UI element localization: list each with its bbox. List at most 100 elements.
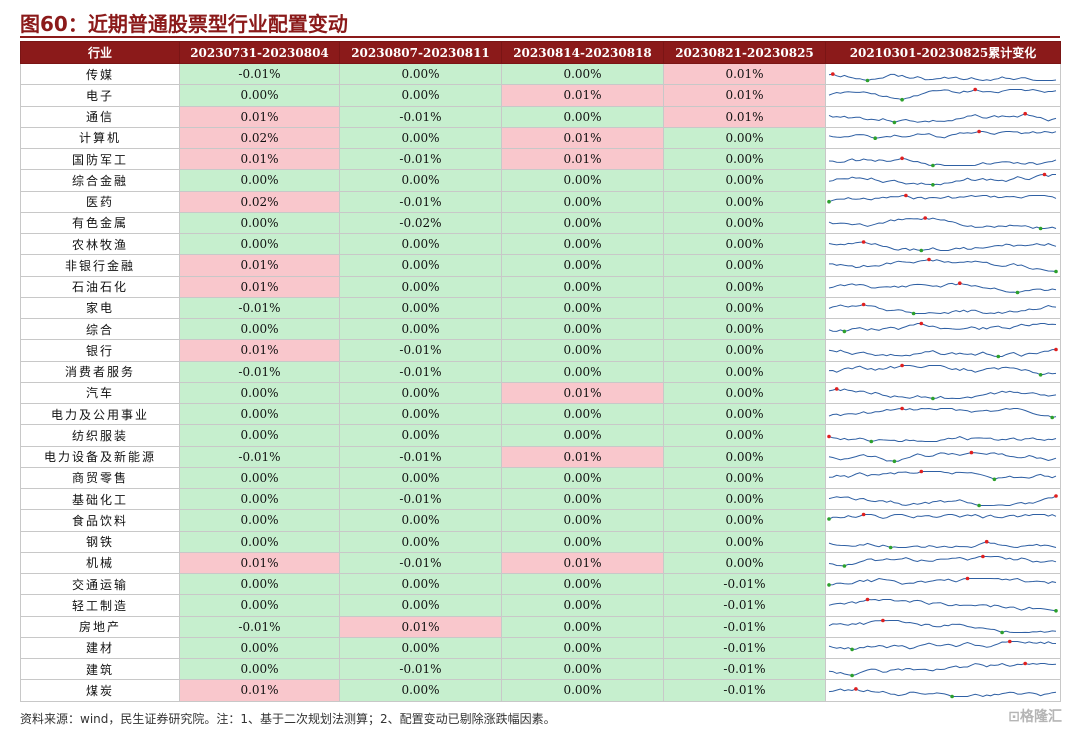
sparkline-min-marker: [827, 517, 831, 521]
sparkline-path: [828, 641, 1057, 651]
sparkline-max-marker: [834, 387, 839, 392]
header-week-4: 20230821-20230825: [663, 41, 826, 64]
weekly-change-cell: 0.01%: [501, 126, 664, 150]
sparkline-max-marker: [1054, 347, 1058, 352]
cumulative-sparkline: [825, 636, 1061, 660]
weekly-change-cell: 0.00%: [663, 402, 826, 426]
weekly-change-cell: 0.00%: [179, 509, 340, 532]
sparkline-max-marker: [827, 434, 831, 439]
sparkline-svg: [827, 576, 1057, 587]
cumulative-sparkline: [825, 254, 1061, 277]
table-header-row: 行业 20230731-20230804 20230807-20230811 2…: [20, 41, 1061, 64]
weekly-change-cell: 0.00%: [339, 275, 502, 298]
sparkline-min-marker: [950, 694, 954, 699]
sparkline-svg: [828, 661, 1057, 677]
weekly-change-cell: -0.01%: [663, 615, 826, 638]
weekly-change-cell: 0.00%: [339, 126, 502, 150]
weekly-change-cell: -0.01%: [179, 62, 340, 86]
table-row: 综合 0.00% 0.00% 0.00% 0.00%: [20, 317, 1061, 341]
sparkline-svg: [828, 216, 1057, 231]
weekly-change-cell: 0.00%: [339, 424, 502, 447]
sparkline-max-marker: [965, 576, 970, 580]
sparkline-max-marker: [861, 239, 866, 244]
cumulative-sparkline: [825, 551, 1061, 575]
sparkline-max-marker: [1042, 172, 1047, 177]
cumulative-sparkline: [825, 530, 1061, 553]
weekly-change-cell: 0.00%: [501, 594, 664, 617]
weekly-change-cell: 0.00%: [663, 190, 826, 213]
weekly-change-cell: 0.00%: [501, 402, 664, 426]
weekly-change-cell: 0.00%: [663, 466, 826, 490]
weekly-change-cell: -0.01%: [339, 190, 502, 213]
weekly-change-cell: 0.00%: [501, 509, 664, 532]
sparkline-min-marker: [1054, 269, 1058, 274]
weekly-change-cell: -0.01%: [663, 572, 826, 596]
weekly-change-cell: -0.01%: [339, 339, 502, 362]
cumulative-sparkline: [825, 572, 1061, 596]
table-row: 农林牧渔 0.00% 0.00% 0.00% 0.00%: [20, 232, 1061, 256]
weekly-change-cell: 0.00%: [663, 551, 826, 575]
table-row: 汽车 0.00% 0.00% 0.01% 0.00%: [20, 381, 1061, 405]
weekly-change-cell: 0.00%: [339, 84, 502, 107]
weekly-change-cell: 0.00%: [663, 509, 826, 532]
sparkline-max-marker: [958, 281, 962, 286]
sparkline-max-marker: [904, 193, 908, 198]
table-row: 传媒 -0.01% 0.00% 0.00% 0.01%: [20, 62, 1061, 86]
weekly-change-cell: 0.00%: [179, 530, 340, 553]
industry-name: 家电: [20, 296, 180, 320]
weekly-change-cell: 0.01%: [501, 445, 664, 468]
industry-name: 综合金融: [20, 169, 180, 192]
sparkline-svg: [828, 450, 1057, 464]
source-note: 资料来源：wind，民生证券研究院。注：1、基于二次规划法测算；2、配置变动已剔…: [20, 712, 556, 726]
sparkline-svg: [828, 87, 1057, 102]
sparkline-path: [828, 304, 1057, 315]
industry-name: 农林牧渔: [20, 232, 180, 256]
table-row: 基础化工 0.00% -0.01% 0.00% 0.00%: [20, 487, 1061, 511]
sparkline-min-marker: [1054, 608, 1058, 613]
weekly-change-cell: 0.01%: [501, 84, 664, 107]
sparkline-svg: [828, 172, 1056, 187]
cumulative-sparkline: [825, 615, 1061, 638]
table-row: 商贸零售 0.00% 0.00% 0.00% 0.00%: [20, 466, 1061, 490]
industry-name: 非银行金融: [20, 254, 180, 277]
sparkline-min-marker: [1050, 415, 1054, 419]
weekly-change-cell: 0.00%: [339, 679, 502, 702]
table-row: 机械 0.01% -0.01% 0.01% 0.00%: [20, 551, 1061, 575]
cumulative-sparkline: [825, 190, 1061, 213]
cumulative-sparkline: [825, 594, 1061, 617]
cumulative-sparkline: [825, 275, 1061, 298]
weekly-change-cell: 0.00%: [663, 487, 826, 511]
sparkline-svg: [828, 470, 1057, 482]
cumulative-sparkline: [825, 317, 1061, 341]
sparkline-min-marker: [1015, 290, 1020, 295]
table-row: 计算机 0.02% 0.00% 0.01% 0.00%: [20, 126, 1061, 150]
weekly-change-cell: -0.01%: [339, 147, 502, 171]
sparkline-path: [828, 577, 1057, 586]
cumulative-sparkline: [825, 360, 1061, 383]
table-row: 消费者服务 -0.01% -0.01% 0.00% 0.00%: [20, 360, 1061, 383]
sparkline-min-marker: [1038, 373, 1043, 377]
sparkline-min-marker: [992, 477, 997, 482]
sparkline-path: [828, 541, 1057, 549]
sparkline-path: [828, 688, 1057, 697]
weekly-change-cell: 0.00%: [663, 296, 826, 320]
sparkline-max-marker: [927, 257, 931, 262]
weekly-change-cell: 0.00%: [501, 254, 664, 277]
sparkline-path: [828, 435, 1057, 442]
table-row: 国防军工 0.01% -0.01% 0.01% 0.00%: [20, 147, 1061, 171]
sparkline-path: [828, 241, 1057, 251]
industry-name: 汽车: [20, 381, 180, 405]
header-cumulative: 20210301-20230825累计变化: [825, 41, 1061, 64]
sparkline-path: [828, 322, 1057, 332]
weekly-change-cell: 0.00%: [179, 572, 340, 596]
weekly-change-cell: -0.01%: [339, 551, 502, 575]
weekly-change-cell: 0.01%: [179, 551, 340, 575]
table-row: 建材 0.00% 0.00% 0.00% -0.01%: [20, 636, 1061, 660]
weekly-change-cell: 0.00%: [663, 275, 826, 298]
weekly-change-cell: 0.01%: [179, 679, 340, 702]
header-industry: 行业: [20, 41, 180, 64]
weekly-change-cell: -0.01%: [179, 296, 340, 320]
weekly-change-cell: 0.00%: [501, 190, 664, 213]
weekly-change-cell: -0.02%: [339, 211, 502, 235]
header-week-3: 20230814-20230818: [501, 41, 664, 64]
